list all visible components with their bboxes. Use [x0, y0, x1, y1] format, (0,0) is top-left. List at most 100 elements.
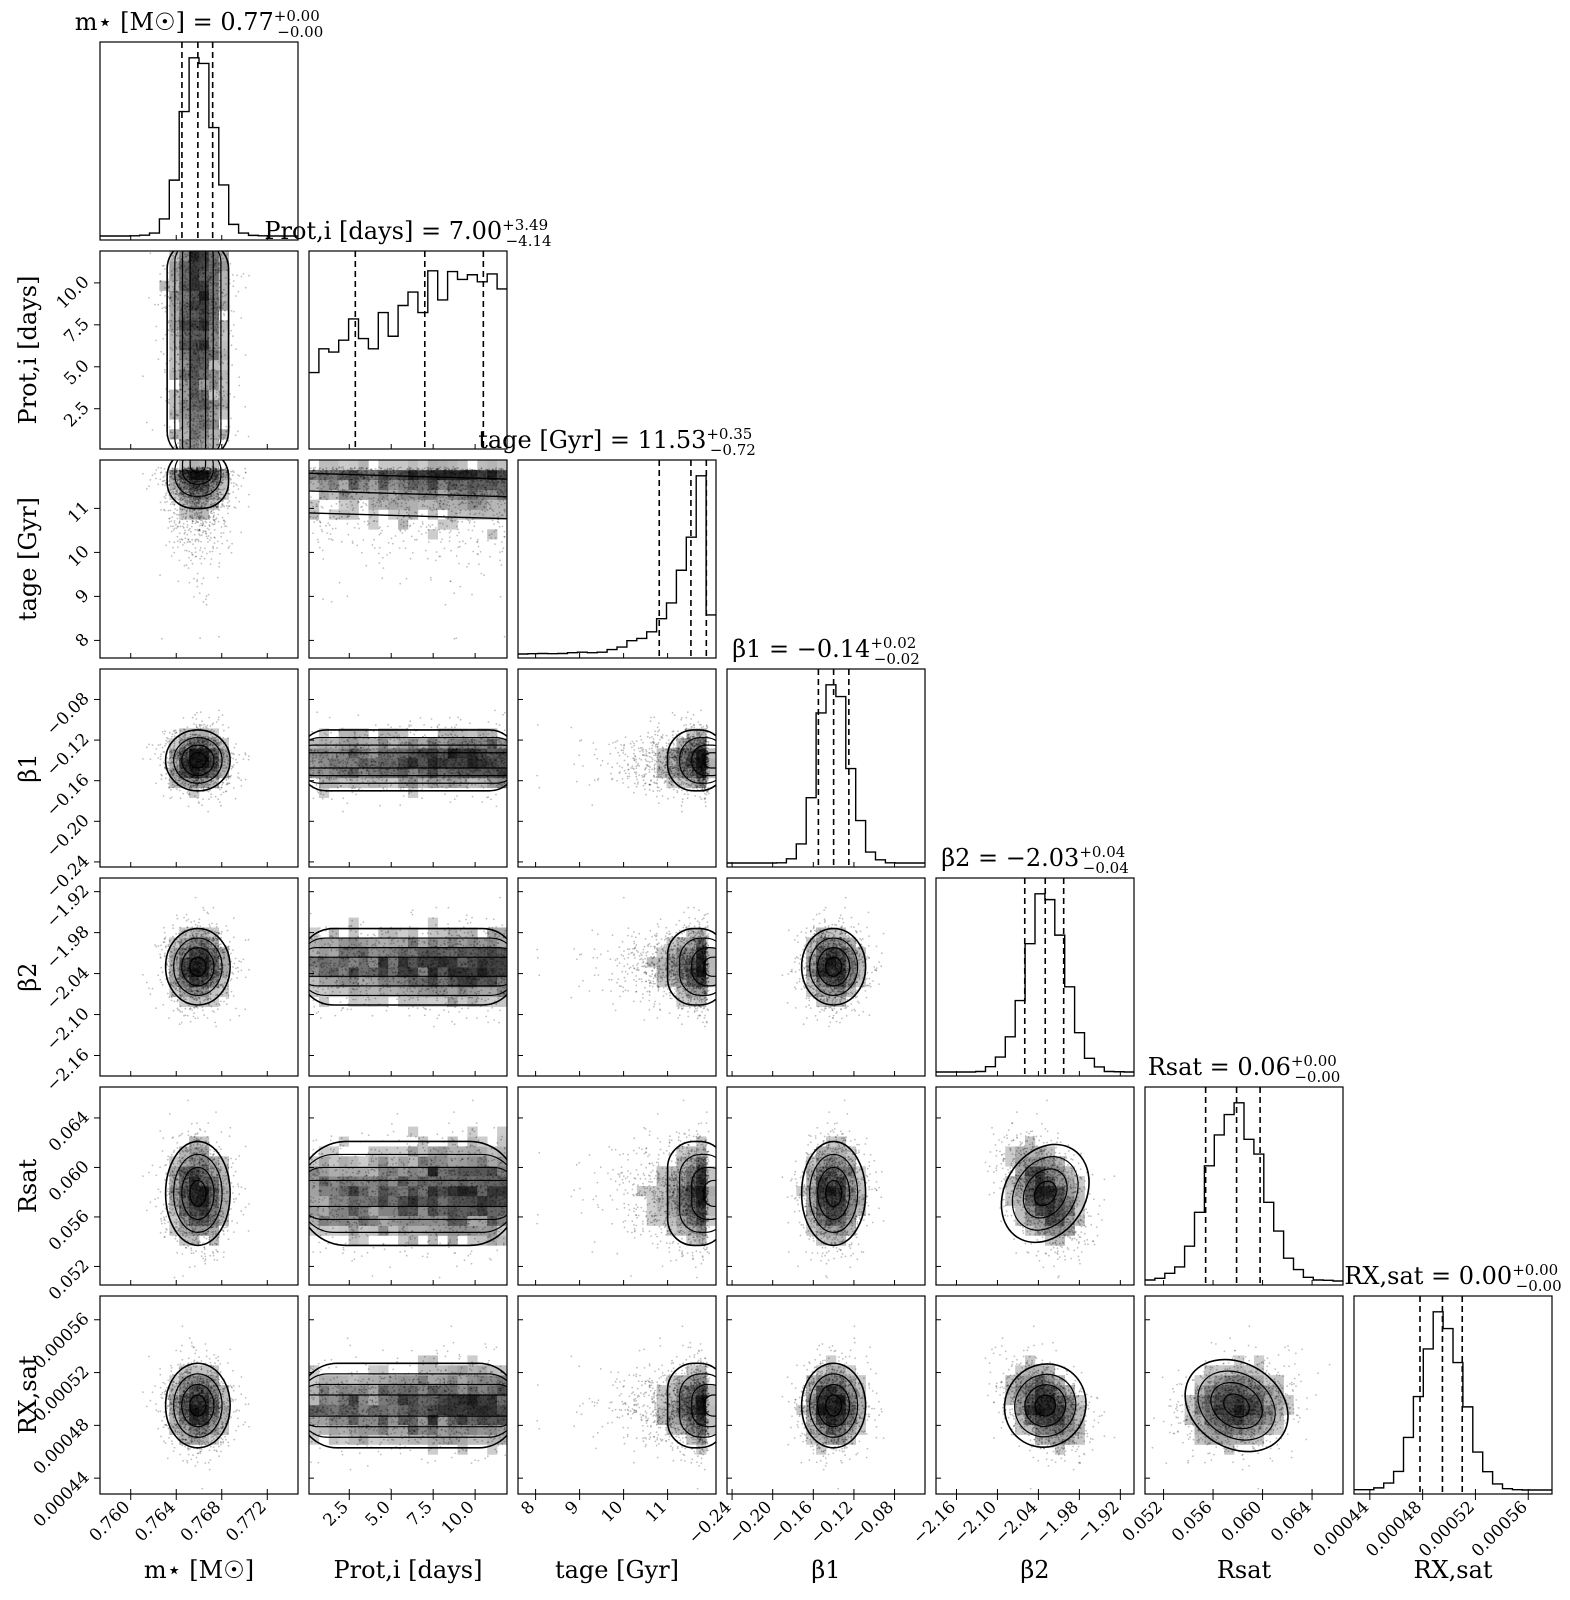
sample-point: [220, 252, 223, 255]
sample-point: [230, 482, 233, 484]
sample-point: [216, 344, 218, 347]
sample-point: [200, 317, 202, 320]
sample-point: [199, 299, 201, 302]
sample-point: [178, 522, 181, 524]
sample-point: [189, 471, 192, 474]
sample-point: [233, 506, 236, 508]
sample-point: [194, 254, 196, 256]
sample-point: [479, 469, 482, 471]
sample-point: [182, 399, 185, 402]
sample-point: [172, 529, 175, 531]
sample-point: [187, 475, 190, 477]
sample-point: [189, 471, 192, 474]
sample-point: [206, 472, 208, 475]
sample-point: [190, 489, 192, 492]
sample-point: [179, 358, 182, 361]
sample-point: [167, 296, 170, 298]
sample-point: [470, 500, 473, 503]
sample-point: [421, 487, 423, 490]
sample-point: [206, 491, 209, 493]
sample-point: [206, 385, 208, 388]
sample-point: [206, 478, 209, 480]
sample-point: [319, 521, 322, 523]
sample-point: [204, 474, 207, 477]
sample-point: [213, 474, 216, 476]
sample-point: [421, 468, 424, 471]
sample-point: [199, 487, 202, 490]
sample-point: [216, 576, 219, 579]
sample-point: [181, 538, 184, 541]
sample-point: [198, 267, 201, 270]
sample-point: [177, 493, 180, 495]
sample-point: [187, 333, 189, 336]
sample-point: [164, 333, 167, 336]
sample-point: [196, 468, 199, 470]
sample-point: [192, 496, 195, 499]
sample-point: [393, 499, 395, 502]
density-cell: [199, 409, 210, 420]
sample-point: [177, 306, 180, 309]
sample-point: [455, 484, 458, 487]
sample-point: [224, 277, 227, 279]
sample-point: [197, 399, 200, 402]
sample-point: [215, 476, 217, 479]
sample-point: [195, 496, 197, 499]
sample-point: [407, 487, 410, 490]
sample-point: [197, 354, 200, 356]
sample-point: [190, 496, 192, 499]
sample-point: [450, 473, 453, 475]
sample-point: [408, 470, 411, 473]
sample-point: [198, 253, 201, 256]
density-cell: [218, 489, 229, 500]
sample-point: [443, 485, 446, 488]
sample-point: [183, 473, 186, 475]
sample-point: [495, 484, 498, 487]
sample-point: [187, 252, 190, 254]
sample-point: [480, 479, 483, 482]
sample-point: [226, 429, 228, 432]
sample-point: [401, 532, 404, 534]
sample-point: [175, 334, 178, 336]
sample-point: [177, 580, 180, 583]
sample-point: [208, 525, 211, 528]
sample-point: [195, 481, 198, 484]
sample-point: [408, 471, 411, 473]
sample-point: [182, 525, 184, 528]
sample-point: [199, 438, 201, 440]
sample-point: [197, 349, 200, 352]
sample-point: [381, 484, 384, 486]
density-cell: [199, 270, 210, 281]
sample-point: [189, 468, 191, 470]
sample-point: [450, 492, 453, 495]
density-cell: [427, 509, 438, 520]
sample-point: [222, 438, 225, 441]
sample-point: [178, 395, 180, 398]
sample-point: [215, 485, 218, 487]
sample-point: [187, 471, 190, 473]
sample-point: [228, 545, 231, 548]
sample-point: [436, 473, 439, 476]
sample-point: [411, 474, 414, 476]
sample-point: [381, 480, 383, 483]
sample-point: [206, 297, 209, 299]
density-cell: [467, 489, 478, 500]
sample-point: [378, 527, 381, 530]
sample-point: [473, 513, 476, 516]
sample-point: [404, 476, 406, 479]
sample-point: [208, 350, 211, 353]
sample-point: [460, 489, 463, 492]
sample-point: [202, 517, 204, 520]
sample-point: [387, 507, 389, 509]
sample-point: [199, 522, 202, 525]
sample-point: [186, 381, 189, 384]
sample-point: [200, 415, 202, 418]
sample-point: [198, 473, 201, 475]
sample-point: [185, 277, 187, 280]
sample-point: [196, 468, 198, 471]
sample-point: [195, 371, 198, 373]
sample-point: [184, 294, 187, 297]
sample-point: [206, 489, 209, 492]
sample-point: [177, 319, 180, 322]
sample-point: [358, 479, 360, 482]
sample-point: [453, 467, 456, 470]
